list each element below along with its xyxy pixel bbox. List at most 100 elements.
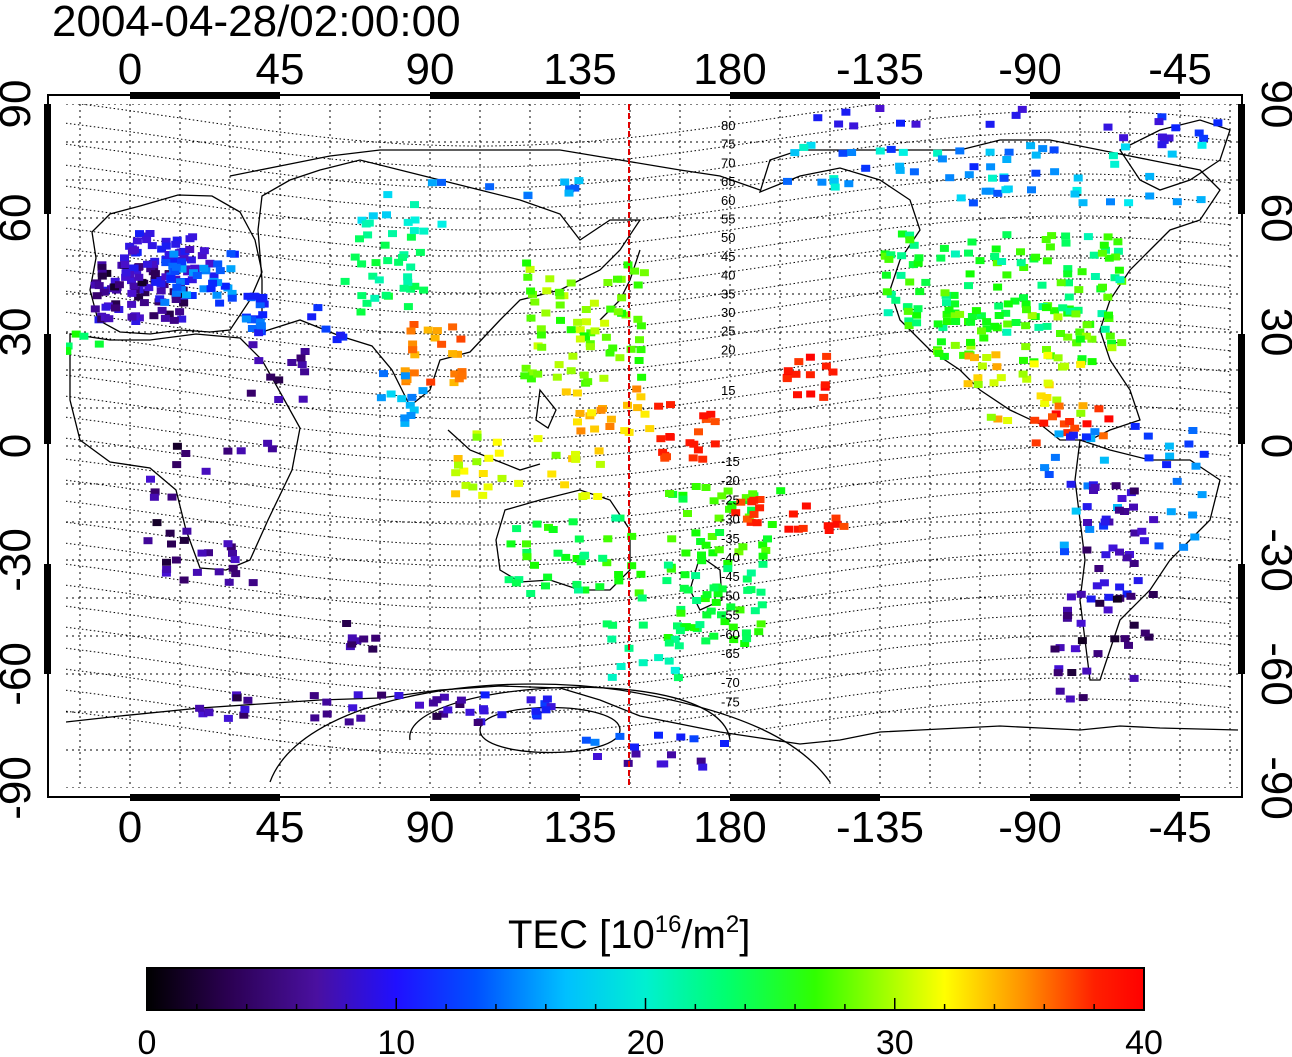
- tec-patch: [966, 318, 976, 326]
- tec-patch: [701, 637, 711, 645]
- colorbar-tick-label: 40: [1125, 1024, 1163, 1057]
- contour-line: [66, 551, 1231, 609]
- tec-patch: [406, 263, 416, 271]
- tec-patch: [1098, 432, 1108, 440]
- tec-patch: [1054, 430, 1064, 438]
- tec-patch: [1071, 507, 1081, 515]
- tec-patch: [511, 579, 521, 587]
- tec-patch: [1124, 641, 1133, 649]
- tec-patch: [177, 315, 187, 323]
- tec-patch: [1157, 141, 1167, 149]
- tec-patch: [139, 299, 149, 307]
- tec-patch: [614, 571, 624, 578]
- colorbar-ticks: [146, 998, 1145, 1010]
- tec-patch: [1036, 392, 1046, 400]
- tec-patch: [973, 374, 983, 382]
- tec-patch: [134, 314, 144, 322]
- tec-patch: [409, 406, 419, 414]
- tec-patch: [1016, 259, 1026, 267]
- tec-patch: [638, 659, 648, 667]
- tec-patch: [598, 554, 608, 562]
- tec-patch: [406, 327, 416, 335]
- tec-patch: [147, 242, 157, 250]
- contour-line: [66, 635, 1231, 693]
- x-tick-label: 180: [693, 45, 766, 94]
- tec-patch: [1053, 669, 1063, 677]
- tec-patch: [307, 313, 317, 321]
- y-tick-labels-right: 90 60 30 0 -30 -60 -90: [1252, 80, 1292, 820]
- tec-patch: [198, 710, 208, 718]
- tec-patch: [410, 351, 420, 359]
- tec-patch: [1093, 650, 1103, 658]
- tec-patch: [1129, 621, 1139, 629]
- colorbar-title-sup1: 16: [655, 911, 682, 938]
- tec-patch: [192, 568, 202, 576]
- tec-patch: [454, 461, 463, 469]
- tec-patch: [1078, 694, 1088, 702]
- x-tick-label: 90: [406, 803, 455, 852]
- tec-patch: [576, 558, 586, 566]
- tec-patch: [1139, 537, 1149, 545]
- tec-patch: [140, 289, 150, 297]
- tec-patch: [506, 540, 516, 548]
- tec-patch: [793, 391, 802, 399]
- tec-patch: [1199, 134, 1209, 142]
- tec-patch: [322, 710, 332, 718]
- tec-patch: [1090, 484, 1100, 491]
- contour-line: [66, 614, 1231, 672]
- tec-patch: [1072, 339, 1082, 347]
- contour-line: [66, 173, 1231, 231]
- tec-patch: [243, 696, 253, 704]
- tec-patch: [1031, 253, 1041, 261]
- tec-patch: [1048, 413, 1057, 421]
- tec-patch: [1076, 360, 1086, 368]
- tec-patch: [819, 393, 829, 401]
- tec-patch: [169, 316, 179, 324]
- tec-patch: [573, 418, 582, 426]
- tec-patch: [973, 381, 983, 388]
- tec-patch: [593, 493, 603, 500]
- tec-patch: [1162, 461, 1172, 469]
- tec-patch: [403, 303, 413, 311]
- tec-patch: [1042, 322, 1052, 330]
- tec-patch: [129, 282, 139, 290]
- tec-patch: [456, 696, 466, 704]
- tec-patch: [683, 510, 692, 517]
- tec-patch: [574, 586, 583, 594]
- tec-patch: [212, 291, 222, 299]
- tec-patch: [1196, 196, 1206, 204]
- tec-patch: [161, 569, 171, 577]
- tec-patch: [1124, 199, 1134, 207]
- tec-patch: [1130, 422, 1140, 430]
- tec-patch: [177, 265, 187, 273]
- tec-patch: [1111, 253, 1121, 261]
- tec-patch: [1070, 645, 1080, 653]
- tec-patch: [548, 526, 558, 533]
- tec-patch: [654, 654, 664, 662]
- tec-patch: [1049, 146, 1059, 154]
- tec-patch: [933, 149, 943, 157]
- tec-patch: [728, 623, 738, 631]
- tec-patch: [710, 440, 720, 448]
- tec-patch: [1047, 232, 1057, 240]
- tec-patch: [407, 393, 417, 401]
- tec-patch: [400, 367, 410, 375]
- tec-patch: [409, 321, 419, 328]
- tec-patch: [627, 562, 637, 570]
- tec-patch: [1179, 543, 1189, 551]
- contour-line: [66, 110, 1231, 168]
- tec-patch: [179, 576, 189, 584]
- tec-patch: [1188, 511, 1198, 519]
- y-tick-label: -90: [0, 756, 40, 820]
- tec-patch: [720, 740, 729, 747]
- tec-patch: [1099, 241, 1109, 249]
- contour-label: 20: [721, 342, 735, 357]
- contour-line: [66, 341, 1231, 399]
- tec-patch: [1019, 264, 1029, 271]
- tec-patch: [147, 260, 157, 268]
- tec-patch: [1029, 360, 1039, 368]
- tec-patch: [736, 498, 746, 506]
- tec-patch: [1043, 351, 1053, 359]
- tec-patch: [150, 488, 160, 496]
- tec-patch: [701, 541, 711, 549]
